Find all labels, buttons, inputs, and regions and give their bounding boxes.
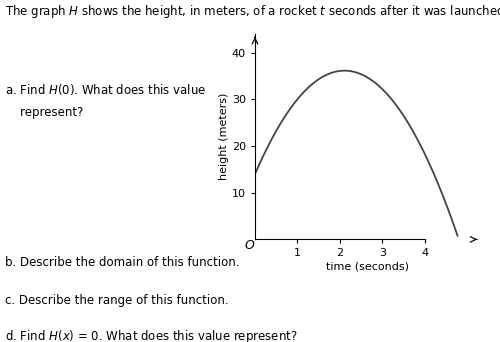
Text: c. Describe the range of this function.: c. Describe the range of this function. <box>5 294 228 307</box>
Y-axis label: height (meters): height (meters) <box>219 93 229 181</box>
X-axis label: time (seconds): time (seconds) <box>326 261 409 271</box>
Text: b. Describe the domain of this function.: b. Describe the domain of this function. <box>5 256 240 269</box>
Text: The graph $H$ shows the height, in meters, of a rocket $t$ seconds after it was : The graph $H$ shows the height, in meter… <box>5 3 500 21</box>
Text: d. Find $H$($x$) = 0. What does this value represent?: d. Find $H$($x$) = 0. What does this val… <box>5 328 298 342</box>
Text: represent?: represent? <box>5 106 84 119</box>
Text: a. Find $H$(0). What does this value: a. Find $H$(0). What does this value <box>5 82 206 97</box>
Text: $O$: $O$ <box>244 239 255 252</box>
